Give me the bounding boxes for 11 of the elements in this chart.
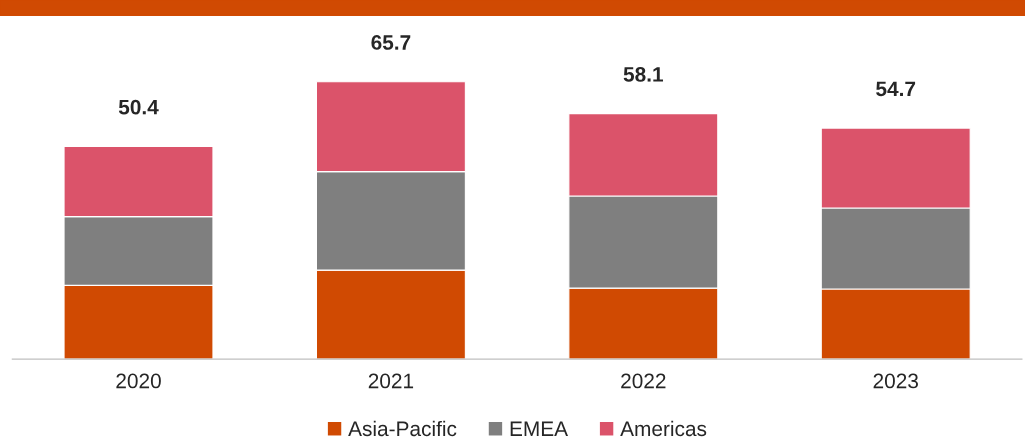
x-tick-label: 2020 bbox=[116, 373, 161, 389]
legend-label: Americas bbox=[620, 420, 707, 437]
annotation: 58.1 bbox=[623, 67, 664, 82]
annotation: 65.7 bbox=[371, 35, 411, 50]
legend-label: Asia-Pacific bbox=[348, 420, 457, 437]
x-tick-label: 2021 bbox=[368, 373, 414, 389]
legend-label: EMEA bbox=[510, 421, 569, 436]
annotation: 54.7 bbox=[876, 81, 916, 97]
annotation: 50.4 bbox=[118, 99, 159, 115]
x-tick-label: 2023 bbox=[873, 373, 918, 389]
x-tick-label: 2022 bbox=[621, 373, 666, 389]
